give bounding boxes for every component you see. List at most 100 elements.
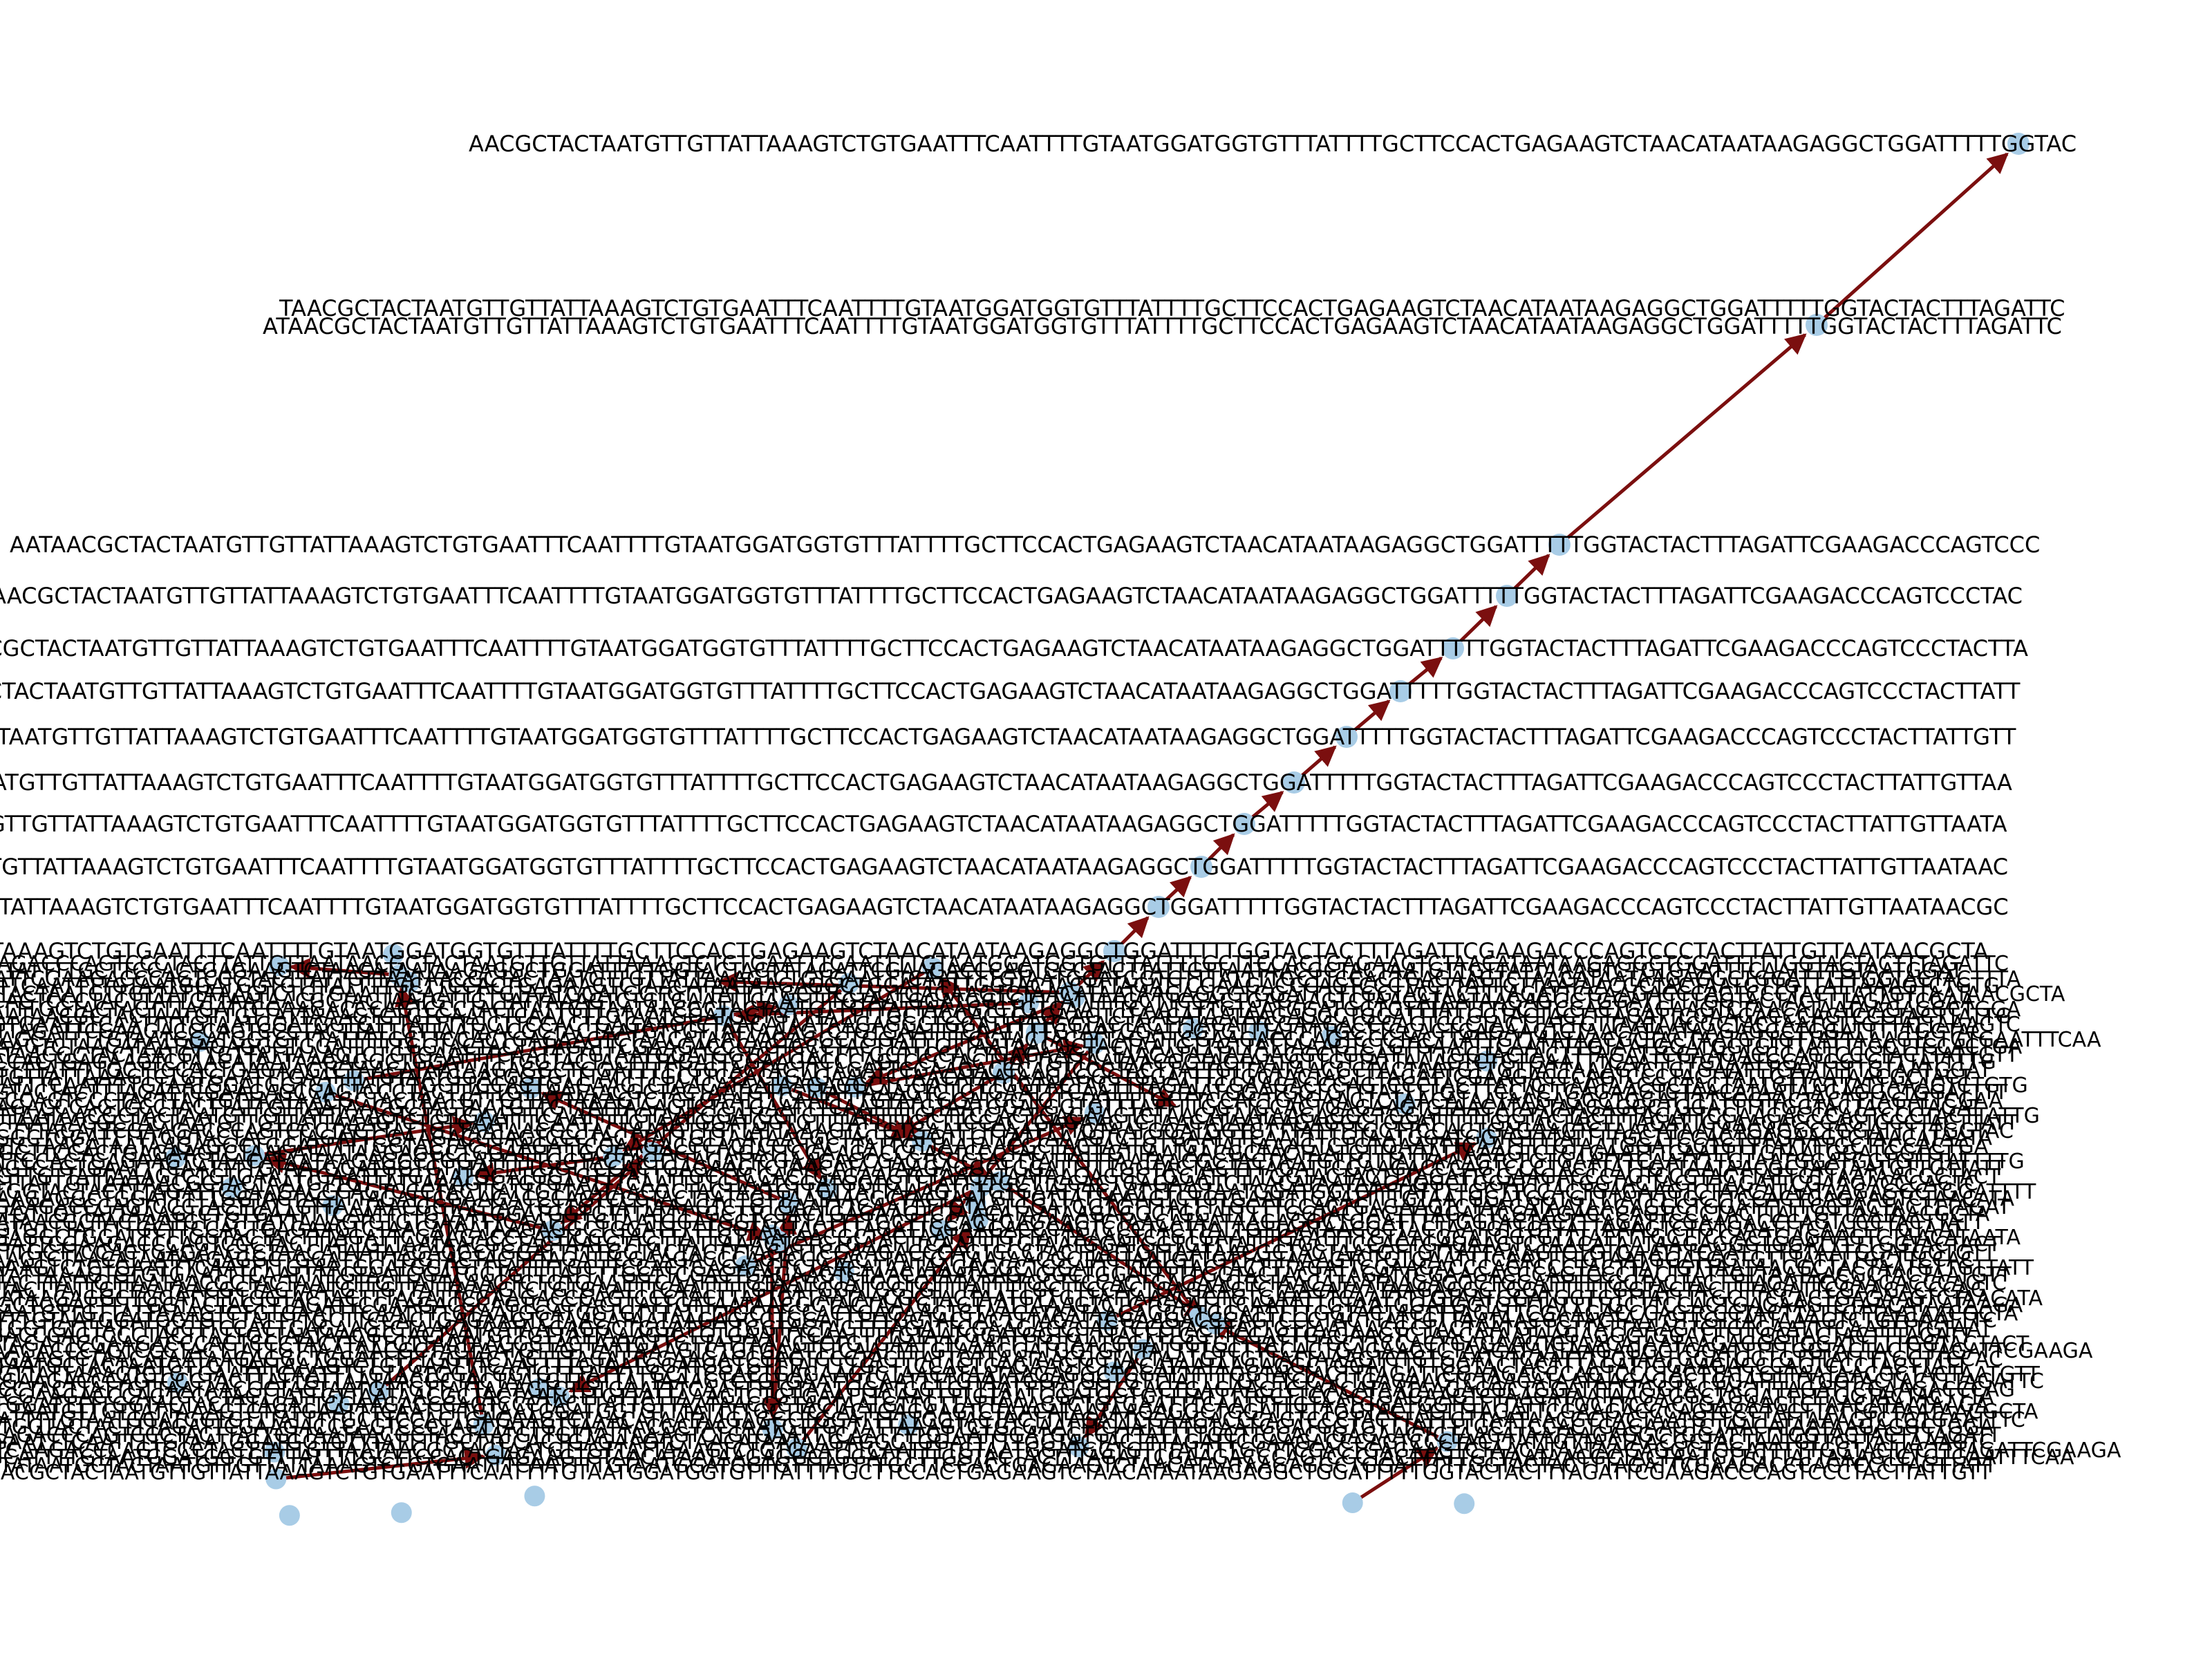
graph-node: [529, 1378, 550, 1399]
graph-edge: [717, 971, 1071, 995]
graph-node: [391, 1502, 412, 1524]
graph-node: [1084, 1033, 1105, 1054]
sequence-label: GACCCAGTCCCTACTTATTGTTAATAACGCTACTAATGTT…: [0, 989, 1975, 1013]
sequence-label: AATAACGCTACTAATGTTGTTATTAAAGTCTGTGAATTTC…: [0, 1461, 1992, 1485]
sequence-label: TCGAAGACCCAGTCCCTACTTATTGTTAATAACGCTACTA…: [0, 1195, 2011, 1219]
sequence-label: ATAAGAGGCTGGATTTTTGGTACTACTTTAGATTCGAAGA…: [1, 1286, 2043, 1311]
sequence-label: GTTATTAAAGTCTGTGAATTTCAATTTTGTAATGGATGGT…: [0, 1263, 2012, 1287]
graph-node: [970, 1176, 991, 1197]
sequence-label: AGAGGCTGGATTTTTGGTACTACTTTAGATTCGAAGACCC…: [0, 1226, 2021, 1250]
sequence-label: GGTATAATGCTACTAATGTTGTTATTAAAGTCTGTGAATT…: [0, 1354, 1969, 1378]
graph-node: [473, 1414, 494, 1436]
sequence-label: CTGTGAATTTCAATTTTGTAATGGATGGTGTTTATTTTGC…: [0, 1013, 2021, 1037]
graph-node: [1103, 940, 1125, 962]
graph-node: [1064, 986, 1085, 1008]
sequence-label: CTTCCACTGAGAAGTCTAACATAATAAGAGGCTGGATTTT…: [0, 1050, 1996, 1074]
sequence-label: AATAACGCTACTAATGTTGTTATTAAAGTCTGTGAATTTC…: [0, 1043, 2019, 1067]
sequence-label: ATAAGAGGCTGGATTTTTGGTACTACTTTAGATTCGAAGA…: [0, 1187, 2014, 1211]
sequence-label: TTAATAACGCTACTAATGTTGTTATTAAAGTCTGTGAATT…: [0, 1104, 2040, 1128]
graph-node: [1096, 1310, 1118, 1331]
sequence-label: TAACGCTACTAATGTTGTTATTAAAGTCTGTGAATTTCAA…: [0, 583, 2023, 609]
graph-edge: [540, 1091, 790, 1205]
sequence-label: GGCTGGATTTTTGGTACTACTTTAGATTCGAAGACCCAGT…: [0, 1293, 2023, 1318]
sequence-label: AATTTTGTAATGGATGGTGTTTATTTTGCTTCCACTGAGA…: [0, 1309, 1997, 1333]
sequence-label: CGCTACTAATGTTGTTATTAAAGTCTGTGAATTTCAATTT…: [0, 1400, 2038, 1424]
label-layer: AACGCTACTAATGTTGTTATTAAAGTCTGTGAATTTCAAT…: [0, 131, 2077, 964]
sequence-label: TAATGTTGTTATTAAAGTCTGTGAATTTCAATTTTGTAAT…: [0, 769, 2012, 796]
graph-node: [778, 994, 799, 1015]
sequence-label: GTTAATAACGCTACTAATGTTGTTATTAAAGTCTGTGAAT…: [0, 1111, 2018, 1135]
graph-node: [771, 1075, 793, 1096]
graph-node: [2007, 133, 2030, 155]
sequence-label: GTTATTAAAGTCTGTGAATTTCAATTTTGTAATGGATGGT…: [0, 1362, 2040, 1387]
graph-node: [1806, 314, 1828, 336]
sequence-label: TTAGATTCGAAGACCCAGTCCCTACTTATTGTTAATAACG…: [0, 1232, 2001, 1257]
graph-edge: [377, 1159, 645, 1394]
graph-node: [268, 955, 290, 977]
edge-layer: [254, 152, 2009, 1505]
sequence-label: ACGCTACTAATGTTGTTATTAAAGTCTGTGAATTTCAATT…: [0, 635, 2028, 662]
graph-edge: [722, 1015, 823, 1181]
sequence-label: CGAAGACCCAGTCCCTACTTATTGTTAATAACGCTACTAA…: [0, 1324, 1973, 1348]
sequence-label: ATGTTGTTATTAAAGTCTGTGAATTTCAATTTTGTAATGG…: [0, 811, 2007, 837]
sequence-label: AAAGTCTGTGAATTTCAATTTTGTAATGGATGGTGTTTAT…: [0, 1256, 2034, 1280]
graph-node: [833, 1261, 854, 1282]
graph-node: [603, 1146, 624, 1168]
sequence-label: GATTCGAAGACCCAGTCCCTACTTATTGTTAATAACGCTA…: [0, 1385, 1994, 1409]
graph-edge: [1035, 1031, 1177, 1108]
sequence-label: AATTTTGTAATGGATGGTGTTTATTTTGCTTCCACTGAGA…: [0, 1408, 2025, 1432]
graph-node: [1183, 1018, 1204, 1040]
graph-edge: [560, 982, 850, 1224]
graph-node: [264, 1441, 285, 1463]
graph-node: [315, 1082, 336, 1103]
sequence-label: TCAAGACCCAGTCCCTACTTATTGTTAATAACGCTACTAA…: [0, 1339, 2093, 1363]
sequence-label: TAACGCTACTAATGTTGTTATTAAAGTCTGTGAATTTCAA…: [279, 295, 2065, 321]
sequence-label: TATTAAAGTCTGTGAATTTCAATTTTGTAATGGATGGTGT…: [0, 938, 1988, 964]
graph-node: [922, 957, 944, 978]
sequence-label: TCCCTACTTATTGTTAATAACGCTACTAATGTTGTTATTA…: [0, 1278, 1987, 1302]
graph-node: [930, 1219, 951, 1241]
graph-edge: [289, 957, 400, 979]
graph-edge: [276, 1447, 486, 1481]
graph-node: [898, 1414, 919, 1436]
graph-node: [1103, 1361, 1125, 1382]
sequence-label: TCCCTACTTATTGTTAATAACGCTACTAATGTTGTTATTA…: [0, 1378, 2015, 1402]
sequence-label: CCTACTTATTGTTAATAACGCTACTAATGTTGTTATTAAA…: [0, 1271, 2007, 1295]
graph-node: [322, 1195, 344, 1217]
graph-node: [1335, 726, 1358, 748]
graph-edge: [1351, 1447, 1439, 1505]
graph-node: [806, 1077, 827, 1098]
sequence-label: CGCTACTAATGTTGTTATTAAAGTCTGTGAATTTCAATTT…: [0, 982, 2065, 1006]
graph-node: [521, 1078, 542, 1099]
sequence-label: TGAGAAGTCTAACATAATAAGAGGCTGGATTTTTGGTACT…: [0, 1248, 1975, 1272]
graph-node: [485, 1444, 507, 1465]
graph-node: [388, 964, 410, 986]
sequence-label: CTTCCACTGAGAAGTCTAACATAATAAGAGGCTGGATTTT…: [0, 1150, 2025, 1174]
graph-edge: [1106, 1142, 1477, 1322]
graph-edge: [264, 1153, 553, 1232]
graph-node: [474, 1111, 495, 1132]
graph-edge: [771, 1213, 798, 1430]
sequence-label: CTGTGAATTTCAATTTTGTAATGGATGGTGTTTATTTTGC…: [0, 1430, 1994, 1454]
sequence-label: TGAGAAGTCTAACATAATAAGAGGCTGGATTTTTGGTACT…: [0, 1347, 2003, 1371]
sequence-label: TATTTTGCTTCCACTGAGAAGTCTAACATAATAAGAGGCT…: [0, 1241, 1996, 1265]
graph-node: [641, 1142, 663, 1163]
sequence-label: GATTCGAAGACCCAGTCCCTACTTATTGTTAATAACGCTA…: [0, 967, 2021, 991]
graph-node: [542, 1220, 563, 1241]
graph-node: [1442, 637, 1464, 659]
sequence-label: GAAGTCTAACATAATAAGAGGCTGGATTTTTGGTACTACT…: [0, 1134, 1989, 1159]
sequence-label: TTAGATTCGAAGACCCAGTCCCTACTTATTGTTAATAACG…: [0, 1332, 2030, 1356]
graph-edge: [854, 1038, 1085, 1089]
sequence-label: TATTTTGCTTCCACTGAGAAGTCTAACATAATAAGAGGCT…: [0, 1141, 1968, 1165]
sequence-label: AGAGGCTGGATTTTTGGTACTACTTTAGATTCGAAGACCC…: [0, 1126, 1992, 1150]
sequence-label: TGGTACTACTTTAGATTCGAAGACCCAGTCCCTACTTATT…: [0, 1080, 2008, 1105]
graph-node: [786, 1438, 807, 1459]
graph-node: [1068, 1436, 1089, 1458]
graph-node: [1436, 1431, 1458, 1452]
sequence-label: GGTGTTTATTTTGCTTCCACTGAGAAGTCTAACATAATAA…: [0, 959, 1963, 983]
graph-node: [165, 1147, 187, 1169]
sequence-label: GCTACTAATGTTGTTATTAAAGTCTGTGAATTTCAATTTT…: [0, 678, 2021, 704]
graph-node: [1133, 1339, 1154, 1360]
graph-node: [1321, 1026, 1342, 1047]
